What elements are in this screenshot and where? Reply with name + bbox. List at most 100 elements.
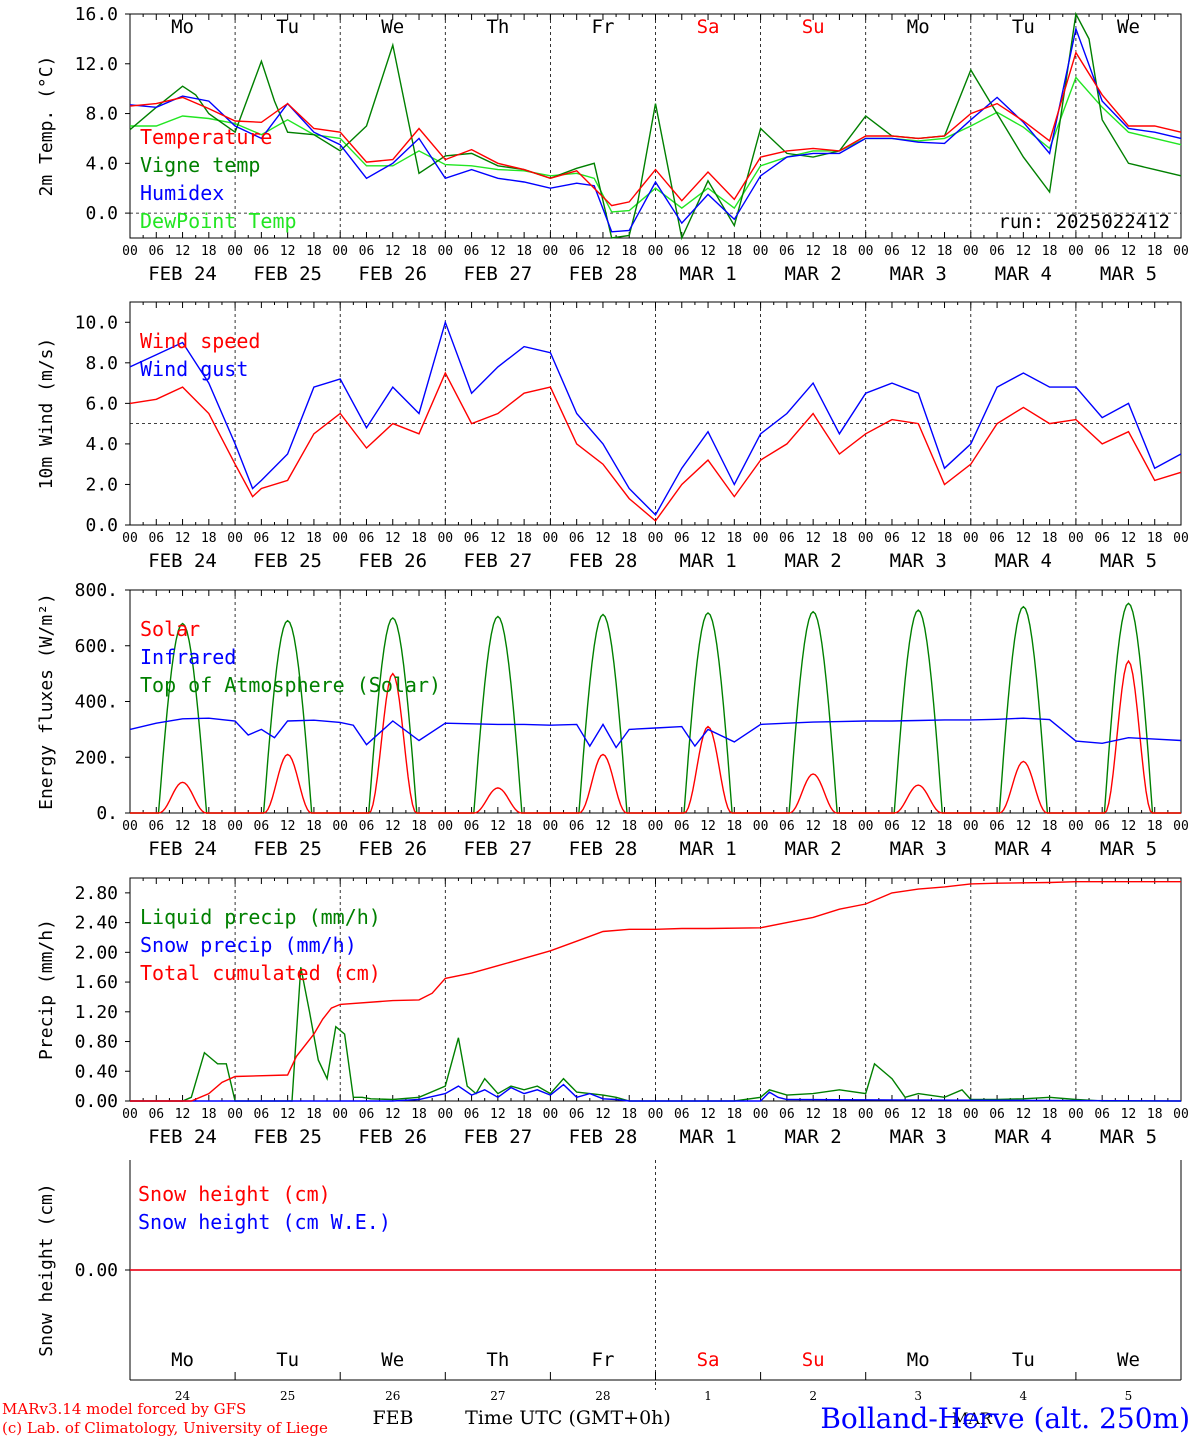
hour-tick-label: 12	[1121, 531, 1137, 546]
date-label: MAR 3	[890, 838, 947, 860]
hour-tick-label: 12	[280, 531, 296, 546]
hour-tick-label: 06	[569, 244, 585, 259]
hour-tick-label: 18	[832, 531, 848, 546]
weekday-label: Tu	[276, 1349, 299, 1371]
hour-tick-label: 18	[1147, 531, 1163, 546]
hour-tick-label: 00	[122, 531, 138, 546]
hour-tick-label: 12	[805, 531, 821, 546]
hour-tick-label: 18	[726, 531, 742, 546]
hour-tick-label: 00	[1173, 244, 1189, 259]
hour-tick-label: 18	[937, 819, 953, 834]
series-snow-precip-mm-h	[130, 1083, 1182, 1102]
y-tick-label: 400.	[75, 692, 118, 713]
date-label: MAR 1	[679, 838, 736, 860]
hour-tick-label: 06	[674, 1107, 690, 1122]
hour-tick-label: 18	[937, 244, 953, 259]
hour-tick-label: 00	[227, 819, 243, 834]
date-label: FEB 25	[253, 838, 322, 860]
hour-tick-label: 00	[122, 819, 138, 834]
hour-tick-label: 00	[437, 244, 453, 259]
hour-tick-label: 00	[437, 531, 453, 546]
hour-tick-label: 18	[516, 1107, 532, 1122]
y-axis-label: Precip (mm/h)	[36, 919, 57, 1060]
y-tick-label: 0.00	[75, 1091, 118, 1112]
y-tick-label: 800.	[75, 580, 118, 601]
date-label: FEB 26	[358, 838, 427, 860]
hour-tick-label: 06	[1094, 244, 1110, 259]
y-tick-label: 0.	[96, 803, 118, 824]
hour-tick-label: 18	[306, 819, 322, 834]
weekday-label: Fr	[592, 16, 615, 38]
hour-tick-label: 12	[385, 531, 401, 546]
hour-tick-label: 12	[910, 244, 926, 259]
legend-dewpoint-temp: DewPoint Temp	[140, 209, 297, 233]
weekday-label: Mo	[171, 16, 194, 38]
date-label: FEB 27	[464, 550, 533, 572]
date-label: MAR 2	[785, 550, 842, 572]
hour-tick-label: 18	[516, 244, 532, 259]
hour-tick-label: 06	[569, 819, 585, 834]
date-label: FEB 25	[253, 263, 322, 285]
x-axis-label: Time UTC (GMT+0h)	[465, 1407, 671, 1429]
hour-tick-label: 06	[779, 819, 795, 834]
hour-tick-label: 06	[359, 1107, 375, 1122]
weekday-label: Th	[486, 16, 509, 38]
hour-tick-label: 18	[1147, 1107, 1163, 1122]
hour-tick-label: 12	[175, 531, 191, 546]
legend-top-of-atmosphere-solar: Top of Atmosphere (Solar)	[140, 673, 441, 697]
date-label: MAR 3	[890, 263, 947, 285]
weekday-label: We	[1117, 1349, 1140, 1371]
hour-tick-label: 18	[1147, 244, 1163, 259]
day-number: 24	[175, 1389, 191, 1403]
hour-tick-label: 00	[122, 244, 138, 259]
legend-wind-speed: Wind speed	[140, 329, 260, 353]
weekday-label: We	[1117, 16, 1140, 38]
legend-snow-0: Snow height (cm)	[138, 1182, 331, 1206]
date-label: MAR 2	[785, 263, 842, 285]
y-tick-label: 4.0	[85, 434, 118, 455]
hour-tick-label: 06	[148, 244, 164, 259]
hour-tick-label: 12	[700, 531, 716, 546]
day-number: 28	[595, 1389, 610, 1403]
hour-tick-label: 06	[779, 531, 795, 546]
hour-tick-label: 12	[805, 819, 821, 834]
hour-tick-label: 12	[700, 819, 716, 834]
snow-panel: 0.00 Snow height (cm) Snow height (cm) Snow…	[36, 1160, 1182, 1403]
hour-tick-label: 00	[543, 244, 559, 259]
y-tick-label: 2.00	[75, 942, 118, 963]
hour-tick-label: 00	[332, 531, 348, 546]
legend-solar: Solar	[140, 617, 200, 641]
y-tick-label: 8.0	[85, 104, 118, 125]
y-tick-label: 2.40	[75, 913, 118, 934]
hour-tick-label: 12	[1016, 1107, 1032, 1122]
hour-tick-label: 06	[674, 819, 690, 834]
day-number: 25	[280, 1389, 295, 1403]
hour-tick-label: 06	[884, 244, 900, 259]
hour-tick-label: 00	[332, 244, 348, 259]
date-label: MAR 4	[995, 263, 1052, 285]
hour-tick-label: 06	[989, 531, 1005, 546]
date-label: MAR 2	[785, 838, 842, 860]
hour-tick-label: 12	[1016, 244, 1032, 259]
hour-tick-label: 00	[1173, 1107, 1189, 1122]
hour-tick-label: 12	[385, 244, 401, 259]
weekday-label: Mo	[171, 1349, 194, 1371]
y-tick-label: 2.0	[85, 474, 118, 495]
y-tick-label: 12.0	[75, 54, 118, 75]
hour-tick-label: 06	[884, 531, 900, 546]
hour-tick-label: 00	[753, 244, 769, 259]
y-tick-label: 1.60	[75, 972, 118, 993]
hour-tick-label: 12	[805, 1107, 821, 1122]
hour-tick-label: 18	[1042, 1107, 1058, 1122]
series-infrared	[129, 717, 1182, 749]
series-temperature	[129, 50, 1182, 207]
hour-tick-label: 00	[858, 1107, 874, 1122]
hour-tick-label: 18	[621, 1107, 637, 1122]
date-label: MAR 2	[785, 1126, 842, 1148]
legend-total-cumulated-cm: Total cumulated (cm)	[140, 961, 381, 985]
weekday-label: Tu	[276, 16, 299, 38]
hour-tick-label: 12	[1016, 819, 1032, 834]
y-tick-label: 0.00	[75, 1260, 118, 1281]
hour-tick-label: 18	[411, 244, 427, 259]
series-liquid-precip-mm-h	[130, 967, 1181, 1102]
